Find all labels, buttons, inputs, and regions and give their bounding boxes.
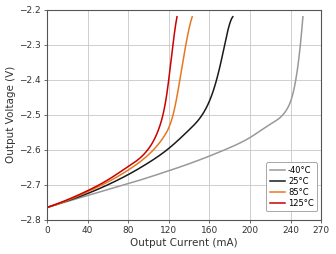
25°C <box>197 117 201 120</box>
85°C <box>131 165 135 168</box>
125°C <box>45 206 49 209</box>
125°C <box>152 139 156 142</box>
Line: 85°C: 85°C <box>47 17 192 208</box>
125°C <box>107 178 111 181</box>
85°C <box>164 132 168 135</box>
25°C <box>134 168 138 171</box>
85°C <box>187 28 191 31</box>
85°C <box>190 15 194 18</box>
Line: 25°C: 25°C <box>47 17 233 208</box>
X-axis label: Output Current (mA): Output Current (mA) <box>130 238 238 248</box>
-40°C <box>168 169 172 172</box>
25°C <box>226 27 230 30</box>
125°C <box>108 177 112 180</box>
125°C <box>172 36 176 39</box>
125°C <box>175 15 179 18</box>
Y-axis label: Output Voltage (V): Output Voltage (V) <box>6 66 16 163</box>
-40°C <box>197 158 201 162</box>
85°C <box>45 206 49 209</box>
85°C <box>115 176 119 179</box>
Legend: -40°C, 25°C, 85°C, 125°C: -40°C, 25°C, 85°C, 125°C <box>266 163 317 211</box>
85°C <box>124 170 128 173</box>
Line: -40°C: -40°C <box>47 17 303 208</box>
-40°C <box>183 164 187 167</box>
-40°C <box>295 72 299 75</box>
25°C <box>133 169 137 172</box>
-40°C <box>301 15 305 18</box>
25°C <box>145 162 150 165</box>
125°C <box>122 168 126 171</box>
125°C <box>115 172 119 175</box>
25°C <box>156 155 160 158</box>
85°C <box>114 176 118 179</box>
-40°C <box>167 169 171 172</box>
Line: 125°C: 125°C <box>47 17 177 208</box>
-40°C <box>255 132 259 135</box>
-40°C <box>45 206 49 209</box>
25°C <box>231 15 235 18</box>
25°C <box>45 206 49 209</box>
